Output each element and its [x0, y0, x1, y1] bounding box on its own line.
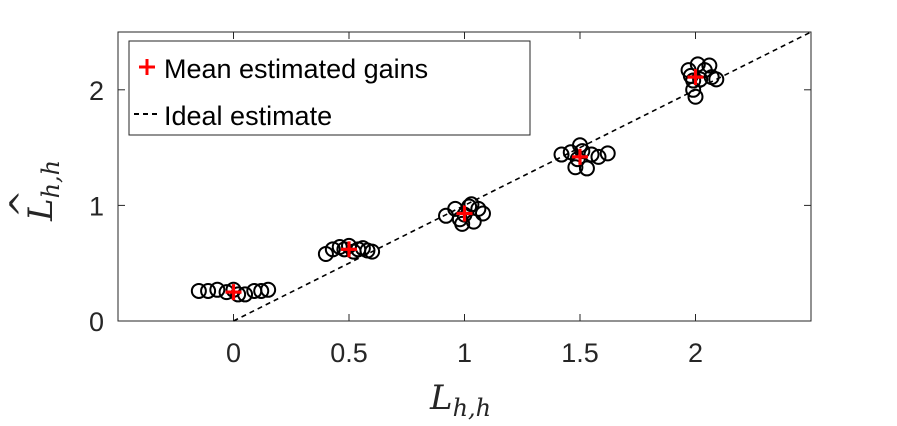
mean-marker: [572, 148, 588, 165]
legend-ideal-label: Ideal estimate: [164, 101, 332, 131]
sample-point: [253, 282, 270, 299]
y-axis-label-hat: ^: [3, 190, 43, 219]
x-axis-label: Lh,h: [429, 378, 491, 422]
sample-point: [474, 205, 491, 222]
means-layer: [225, 69, 704, 301]
x-tick-label: 0: [226, 338, 241, 368]
sample-point: [583, 146, 600, 163]
mean-marker: [456, 205, 473, 222]
samples-layer: [190, 56, 725, 303]
sample-point: [708, 71, 725, 88]
sample-point: [687, 88, 704, 105]
sample-point: [470, 200, 487, 217]
y-axis-label-group: Lh,h ^: [3, 160, 65, 222]
tick-labels: 0 0.5 1 1.5 2 0 1 2: [89, 76, 703, 368]
legend: Mean estimated gains Ideal estimate: [128, 40, 531, 136]
tick-marks: [118, 32, 811, 322]
y-tick-label: 1: [89, 191, 104, 221]
x-axis-label-main: L: [429, 378, 453, 418]
sample-point: [190, 282, 207, 299]
sample-point: [364, 243, 381, 260]
y-tick-label: 2: [89, 76, 104, 106]
mean-marker: [687, 69, 704, 86]
sample-point: [260, 281, 277, 298]
sample-point: [553, 146, 570, 163]
sample-point: [692, 71, 709, 88]
mean-marker: [341, 241, 357, 258]
y-axis-label-main: L: [21, 198, 61, 222]
legend-mean-label: Mean estimated gains: [164, 54, 428, 84]
sample-point: [590, 148, 607, 165]
legend-mean-marker: [139, 59, 155, 75]
y-axis-label-sub: h,h: [37, 160, 65, 199]
x-tick-label: 2: [688, 338, 703, 368]
y-axis-label: Lh,h: [21, 160, 65, 222]
sample-point: [685, 72, 702, 89]
sample-point: [578, 160, 595, 177]
legend-box: [128, 40, 531, 136]
x-axis-label-sub: h,h: [453, 394, 492, 422]
sample-point: [599, 145, 616, 162]
sample-point: [209, 281, 226, 298]
y-tick-label: 0: [89, 307, 104, 337]
mean-marker: [225, 284, 242, 301]
sample-point: [324, 241, 341, 258]
sample-point: [701, 57, 718, 74]
sample-point: [567, 159, 584, 176]
sample-point: [230, 286, 247, 303]
sample-point: [454, 215, 471, 232]
x-tick-label: 0.5: [330, 338, 368, 368]
x-tick-label: 1.5: [561, 338, 599, 368]
sample-point: [237, 286, 254, 303]
sample-point: [200, 282, 217, 299]
x-tick-label: 1: [457, 338, 472, 368]
